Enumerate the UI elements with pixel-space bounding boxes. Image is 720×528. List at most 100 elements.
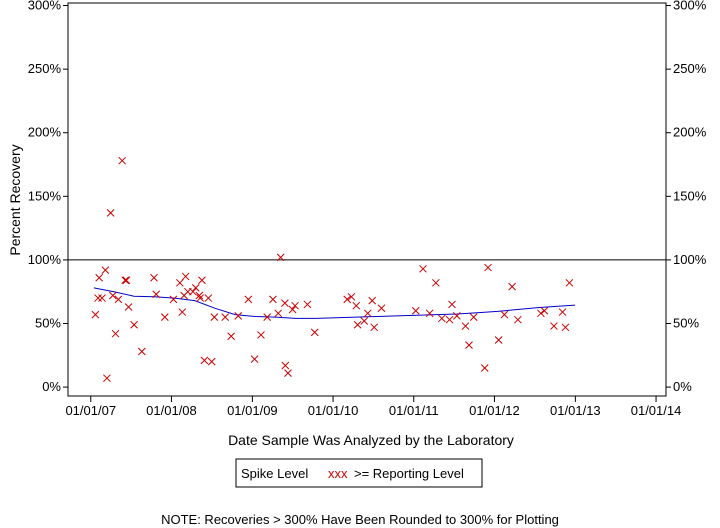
x-tick-label: 01/01/13 <box>550 403 601 418</box>
data-point <box>207 357 216 366</box>
data-point <box>263 313 272 321</box>
data-point <box>95 273 104 282</box>
data-point <box>432 278 440 287</box>
data-point <box>101 266 110 274</box>
data-point <box>363 309 372 318</box>
data-point <box>210 313 219 321</box>
data-point <box>411 306 420 315</box>
data-point <box>152 290 161 299</box>
y-tick-label-left: 200% <box>28 125 62 140</box>
data-point <box>284 369 292 377</box>
data-point <box>437 314 446 323</box>
data-point <box>118 156 127 165</box>
data-point <box>221 313 230 321</box>
data-point <box>465 341 473 349</box>
data-point <box>94 294 102 302</box>
x-tick-label: 01/01/07 <box>65 403 116 418</box>
y-axis-title: Percent Recovery <box>7 144 23 255</box>
data-point <box>453 312 461 320</box>
data-point <box>150 273 158 282</box>
data-point <box>121 276 130 285</box>
data-point <box>178 308 187 316</box>
y-tick-label-left: 0% <box>42 379 61 394</box>
y-tick-label-left: 50% <box>35 316 61 331</box>
data-point <box>234 312 243 320</box>
y-tick-label-right: 250% <box>673 61 707 76</box>
data-point <box>198 276 206 285</box>
x-tick-label: 01/01/08 <box>146 403 197 418</box>
data-point <box>558 308 567 316</box>
data-point <box>508 282 516 291</box>
data-point <box>269 295 277 304</box>
data-point <box>281 299 289 308</box>
y-tick-label-right: 200% <box>673 125 707 140</box>
data-point <box>181 272 190 281</box>
data-point <box>550 322 558 330</box>
data-point <box>352 301 361 310</box>
data-point <box>191 284 200 292</box>
legend-marker-symbol: xxx <box>328 466 348 481</box>
y-tick-label-right: 0% <box>673 379 692 394</box>
data-point <box>169 295 178 304</box>
data-point <box>353 320 362 329</box>
data-point <box>480 364 489 372</box>
data-point <box>106 209 115 217</box>
x-tick-label: 01/01/14 <box>631 403 682 418</box>
plot-note: NOTE: Recoveries > 300% Have Been Rounde… <box>161 512 559 527</box>
data-point <box>343 295 352 304</box>
data-point <box>500 310 509 319</box>
data-point <box>274 309 283 318</box>
data-point <box>196 294 205 302</box>
y-tick-label-left: 150% <box>28 188 62 203</box>
data-point <box>137 347 146 356</box>
data-point <box>98 294 106 302</box>
data-point <box>561 323 570 332</box>
data-point <box>377 304 386 313</box>
data-point <box>565 278 574 287</box>
y-tick-label-left: 300% <box>28 0 62 13</box>
y-tick-label-right: 100% <box>673 252 707 267</box>
y-tick-label-left: 100% <box>28 252 62 267</box>
data-point <box>469 313 478 321</box>
data-point <box>461 322 470 330</box>
x-tick-label: 01/01/09 <box>227 403 278 418</box>
data-points <box>91 156 574 383</box>
data-point <box>257 331 265 339</box>
plot-frame <box>67 2 667 397</box>
x-tick-label: 01/01/12 <box>469 403 520 418</box>
legend-label-reporting-level: >= Reporting Level <box>354 466 464 481</box>
y-tick-label-left: 250% <box>28 61 62 76</box>
data-point <box>291 301 299 310</box>
y-tick-label-right: 50% <box>673 316 699 331</box>
data-point <box>124 303 133 311</box>
x-axis: 01/01/07 01/01/08 01/01/09 01/01/10 01/01/11… <box>65 396 681 418</box>
data-point <box>310 328 319 337</box>
data-point <box>122 276 131 285</box>
data-point <box>204 294 213 302</box>
data-point <box>514 315 522 324</box>
data-point <box>227 332 236 341</box>
data-point <box>368 296 377 305</box>
x-tick-label: 01/01/10 <box>308 403 359 418</box>
data-point <box>419 264 427 273</box>
data-point <box>111 329 120 338</box>
y-tick-label-right: 150% <box>673 188 707 203</box>
data-point <box>176 278 184 287</box>
legend-box <box>235 458 483 488</box>
x-tick-label: 01/01/11 <box>389 403 439 418</box>
data-point <box>288 305 297 314</box>
data-point <box>445 315 454 324</box>
data-point <box>494 336 503 344</box>
data-point <box>484 263 492 272</box>
data-point <box>200 356 209 365</box>
y-axis-right: 0% 50% 100% 150% 200% 250% 300% <box>666 0 707 394</box>
y-axis-left: 0% 50% 100% 150% 200% 250% 300% <box>28 0 68 394</box>
data-point <box>303 300 312 309</box>
data-point <box>195 291 204 300</box>
data-point <box>370 323 379 332</box>
data-point <box>537 309 545 318</box>
x-axis-title: Date Sample Was Analyzed by the Laborato… <box>228 432 514 448</box>
data-point <box>103 374 111 383</box>
data-point <box>160 313 169 321</box>
